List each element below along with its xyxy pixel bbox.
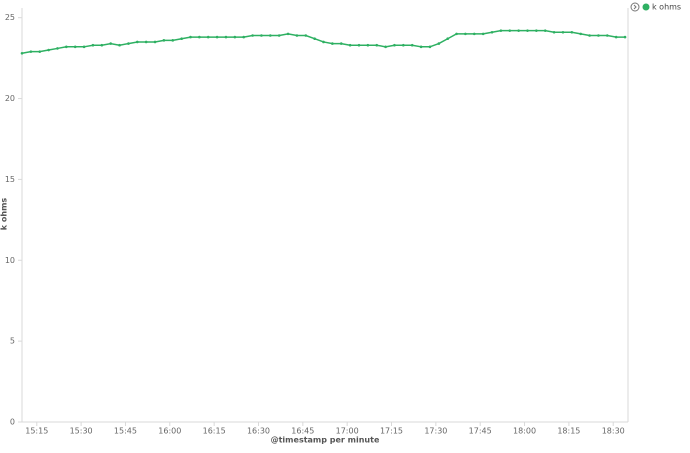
data-point xyxy=(481,32,485,36)
data-point xyxy=(579,32,583,36)
data-point xyxy=(295,34,299,37)
x-tick-label: 15:15 xyxy=(25,427,48,436)
data-point xyxy=(91,43,95,47)
data-point xyxy=(552,30,556,34)
data-point xyxy=(73,45,77,49)
y-tick-label: 0 xyxy=(10,418,15,427)
data-point xyxy=(38,50,42,53)
data-point xyxy=(384,45,387,49)
legend-toggle[interactable] xyxy=(630,2,640,12)
data-point xyxy=(127,42,130,45)
y-tick-label: 25 xyxy=(5,13,15,22)
data-point xyxy=(331,42,334,45)
data-point xyxy=(402,43,405,47)
data-point xyxy=(437,42,441,45)
data-point xyxy=(277,34,281,37)
x-tick-label: 15:30 xyxy=(70,427,93,436)
data-point xyxy=(56,47,59,50)
x-tick-label: 18:15 xyxy=(557,427,580,436)
data-point xyxy=(313,37,316,41)
data-point xyxy=(375,43,379,47)
y-axis-title: k ohms xyxy=(0,198,9,231)
legend-swatch xyxy=(642,3,650,11)
data-point xyxy=(410,43,414,47)
data-point xyxy=(100,43,104,47)
x-tick-label: 16:15 xyxy=(203,427,226,436)
data-point xyxy=(570,30,574,34)
data-point xyxy=(597,34,600,37)
data-point xyxy=(357,43,361,47)
x-tick-label: 17:45 xyxy=(469,427,492,436)
data-point xyxy=(82,45,86,49)
data-point xyxy=(269,34,272,37)
y-tick-label: 15 xyxy=(5,175,15,184)
data-point xyxy=(215,35,219,39)
data-point xyxy=(614,35,618,39)
data-point xyxy=(260,34,263,37)
data-point xyxy=(366,43,370,47)
x-tick-label: 17:00 xyxy=(336,427,359,436)
x-tick-label: 18:30 xyxy=(602,427,625,436)
data-point xyxy=(490,30,494,34)
x-tick-label: 17:30 xyxy=(424,427,447,436)
data-point xyxy=(47,48,50,52)
x-tick-label: 16:00 xyxy=(158,427,181,436)
data-point xyxy=(339,42,343,45)
data-point xyxy=(29,50,33,53)
x-tick-label: 16:45 xyxy=(291,427,314,436)
data-point xyxy=(162,39,166,42)
data-point xyxy=(304,34,308,37)
data-point xyxy=(472,32,476,36)
y-tick-label: 20 xyxy=(5,94,15,103)
data-point xyxy=(189,35,192,39)
x-tick-label: 18:00 xyxy=(513,427,536,436)
x-axis-title: @timestamp per minute xyxy=(271,436,380,445)
data-point xyxy=(606,34,609,37)
data-point xyxy=(322,40,325,44)
y-tick-label: 10 xyxy=(5,256,15,265)
data-point xyxy=(419,45,423,49)
data-point xyxy=(251,34,254,37)
data-point xyxy=(286,32,290,36)
data-point xyxy=(446,37,449,41)
data-point xyxy=(65,45,68,49)
data-point xyxy=(20,51,24,55)
data-point xyxy=(109,42,112,45)
legend-label[interactable]: k ohms xyxy=(652,3,681,12)
data-point xyxy=(464,32,467,36)
data-point xyxy=(233,35,237,39)
data-point xyxy=(348,43,352,47)
data-point xyxy=(198,35,201,39)
data-point xyxy=(180,37,183,41)
data-point xyxy=(526,29,529,32)
data-point xyxy=(535,29,538,32)
data-point xyxy=(623,35,627,39)
x-tick-label: 17:15 xyxy=(380,427,403,436)
data-point xyxy=(428,45,432,49)
data-point xyxy=(224,35,228,39)
data-point xyxy=(588,34,591,37)
data-point xyxy=(455,32,458,36)
y-tick-label: 5 xyxy=(10,337,15,346)
data-point xyxy=(206,35,210,39)
x-tick-label: 16:30 xyxy=(247,427,270,436)
data-point xyxy=(508,29,512,32)
x-tick-label: 15:45 xyxy=(114,427,137,436)
data-point xyxy=(499,29,503,32)
data-point xyxy=(242,35,246,39)
data-point xyxy=(543,29,547,32)
data-point xyxy=(135,40,139,44)
data-point xyxy=(393,43,396,47)
data-point xyxy=(144,40,148,44)
data-point xyxy=(171,39,175,42)
data-point xyxy=(153,40,157,44)
data-point xyxy=(517,29,520,32)
data-point xyxy=(118,43,121,47)
data-point xyxy=(561,30,565,34)
